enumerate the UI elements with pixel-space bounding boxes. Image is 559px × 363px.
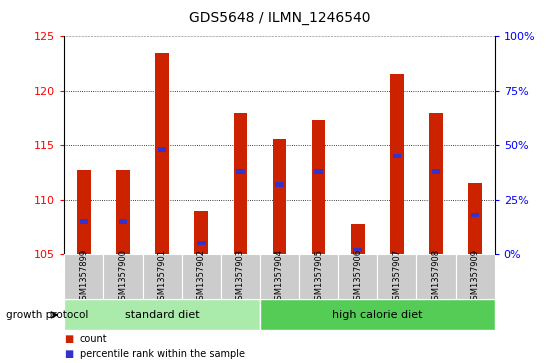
Text: GSM1357900: GSM1357900 xyxy=(119,249,127,305)
Bar xyxy=(273,139,286,254)
Text: ■: ■ xyxy=(64,349,74,359)
Text: count: count xyxy=(80,334,107,344)
Text: ■: ■ xyxy=(64,334,74,344)
Bar xyxy=(155,53,169,254)
Bar xyxy=(77,170,91,254)
Bar xyxy=(312,120,325,254)
Bar xyxy=(432,169,440,174)
Text: high calorie diet: high calorie diet xyxy=(332,310,423,320)
Text: GSM1357901: GSM1357901 xyxy=(158,249,167,305)
Text: GSM1357908: GSM1357908 xyxy=(432,249,440,305)
Bar xyxy=(195,211,208,254)
Text: GSM1357904: GSM1357904 xyxy=(275,249,284,305)
Bar xyxy=(79,219,88,224)
Text: GSM1357903: GSM1357903 xyxy=(236,249,245,305)
Bar xyxy=(353,248,362,252)
Bar xyxy=(471,213,480,217)
Bar xyxy=(64,299,260,330)
Bar xyxy=(351,224,364,254)
Bar xyxy=(143,254,182,299)
Text: growth protocol: growth protocol xyxy=(6,310,88,320)
Bar xyxy=(468,183,482,254)
Text: GSM1357909: GSM1357909 xyxy=(471,249,480,305)
Text: GSM1357907: GSM1357907 xyxy=(392,249,401,305)
Bar xyxy=(299,254,338,299)
Bar xyxy=(392,154,401,158)
Bar xyxy=(234,113,247,254)
Bar xyxy=(429,113,443,254)
Bar xyxy=(236,169,245,174)
Bar xyxy=(197,241,206,245)
Bar xyxy=(103,254,143,299)
Bar xyxy=(64,254,103,299)
Bar xyxy=(260,254,299,299)
Text: standard diet: standard diet xyxy=(125,310,200,320)
Bar xyxy=(338,254,377,299)
Text: GDS5648 / ILMN_1246540: GDS5648 / ILMN_1246540 xyxy=(189,11,370,25)
Text: GSM1357902: GSM1357902 xyxy=(197,249,206,305)
Bar xyxy=(456,254,495,299)
Text: GSM1357899: GSM1357899 xyxy=(79,249,88,305)
Bar xyxy=(275,182,284,187)
Bar xyxy=(260,299,495,330)
Bar xyxy=(314,169,323,174)
Bar xyxy=(416,254,456,299)
Bar xyxy=(390,74,404,254)
Text: percentile rank within the sample: percentile rank within the sample xyxy=(80,349,245,359)
Bar xyxy=(377,254,416,299)
Text: GSM1357906: GSM1357906 xyxy=(353,249,362,305)
Text: GSM1357905: GSM1357905 xyxy=(314,249,323,305)
Bar xyxy=(158,147,167,152)
Bar xyxy=(116,170,130,254)
Bar xyxy=(119,219,127,224)
Bar xyxy=(182,254,221,299)
Bar xyxy=(221,254,260,299)
